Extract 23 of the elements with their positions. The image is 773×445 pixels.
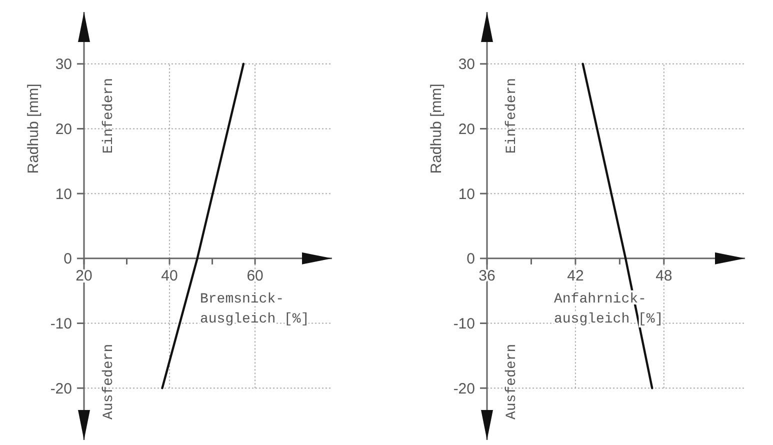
y-tick-label: 20 [458,120,475,138]
annotation: Einfedern [504,78,520,154]
y-tick-label: -20 [50,380,72,398]
y-tick-label: 10 [458,186,475,203]
annotation: Ausfedern [504,344,520,420]
y-axis-title: Radhub [mm] [428,84,445,174]
x-tick-label: 40 [161,267,178,284]
y-tick-label: -10 [453,316,475,333]
x-tick-label: 42 [567,267,584,284]
y-tick-label: 30 [458,56,475,74]
y-tick-label: 0 [64,250,72,268]
annotation: Einfedern [101,78,117,154]
y-tick-label: 20 [55,120,72,138]
y-tick-label: 0 [466,250,475,268]
annotation: Ausfedern [101,344,117,420]
x-tick-label: 60 [246,267,264,284]
y-axis-title: Radhub [mm] [25,84,42,174]
y-tick-label: -10 [50,316,72,333]
y-tick-label: -20 [453,380,475,398]
x-tick-label: 48 [656,267,672,284]
y-tick-label: 30 [55,56,72,74]
x-axis-title: Bremsnick- ausgleich [%] [200,291,310,328]
y-tick-label: 10 [55,186,72,203]
